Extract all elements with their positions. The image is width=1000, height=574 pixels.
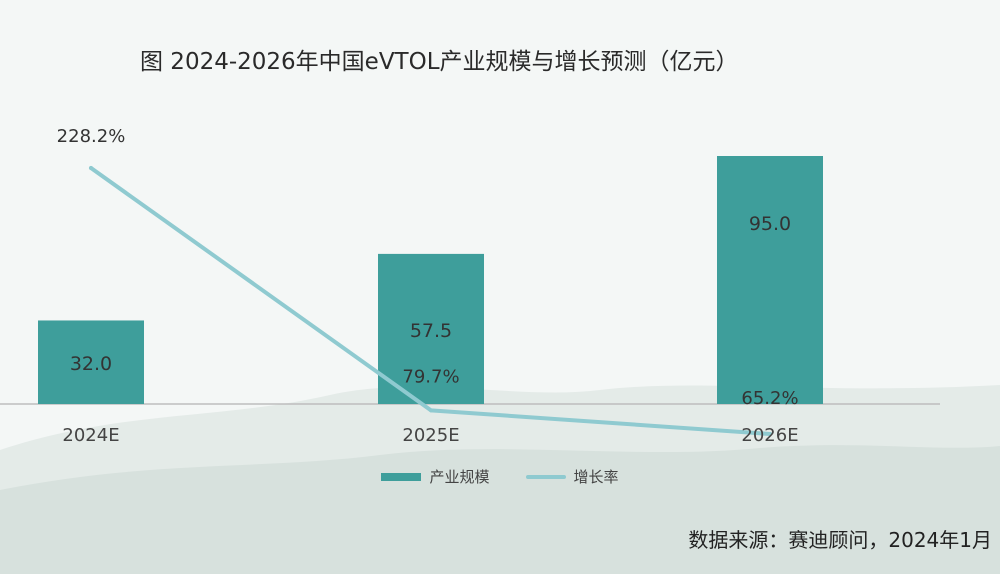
growth-rate-point — [768, 432, 772, 436]
bar-2025E — [378, 253, 484, 404]
bar-value-label: 32.0 — [70, 353, 112, 375]
x-tick-label: 2026E — [741, 425, 798, 446]
growth-rate-label: 65.2% — [741, 388, 798, 409]
bar-value-label: 95.0 — [749, 213, 791, 235]
legend-swatch-line — [525, 474, 566, 479]
legend-label-line: 增长率 — [573, 468, 619, 486]
bar-2024E — [38, 320, 144, 404]
legend-label-bar: 产业规模 — [429, 468, 490, 486]
bar-value-label: 57.5 — [410, 320, 452, 342]
growth-rate-point — [89, 166, 93, 170]
bar-2026E — [717, 156, 823, 404]
legend-item-line: 增长率 — [525, 466, 619, 487]
growth-rate-point — [429, 408, 433, 413]
x-tick-label: 2024E — [62, 425, 119, 446]
growth-rate-label: 79.7% — [402, 366, 459, 387]
legend-swatch-bar — [381, 472, 422, 481]
legend: 产业规模 增长率 — [0, 466, 1000, 487]
source-note: 数据来源：赛迪顾问，2024年1月 — [688, 528, 992, 552]
growth-rate-label: 228.2% — [57, 126, 126, 147]
legend-item-bar: 产业规模 — [381, 466, 490, 487]
chart-title: 图 2024-2026年中国eVTOL产业规模与增长预测（亿元） — [140, 49, 739, 75]
x-tick-label: 2025E — [402, 425, 459, 446]
